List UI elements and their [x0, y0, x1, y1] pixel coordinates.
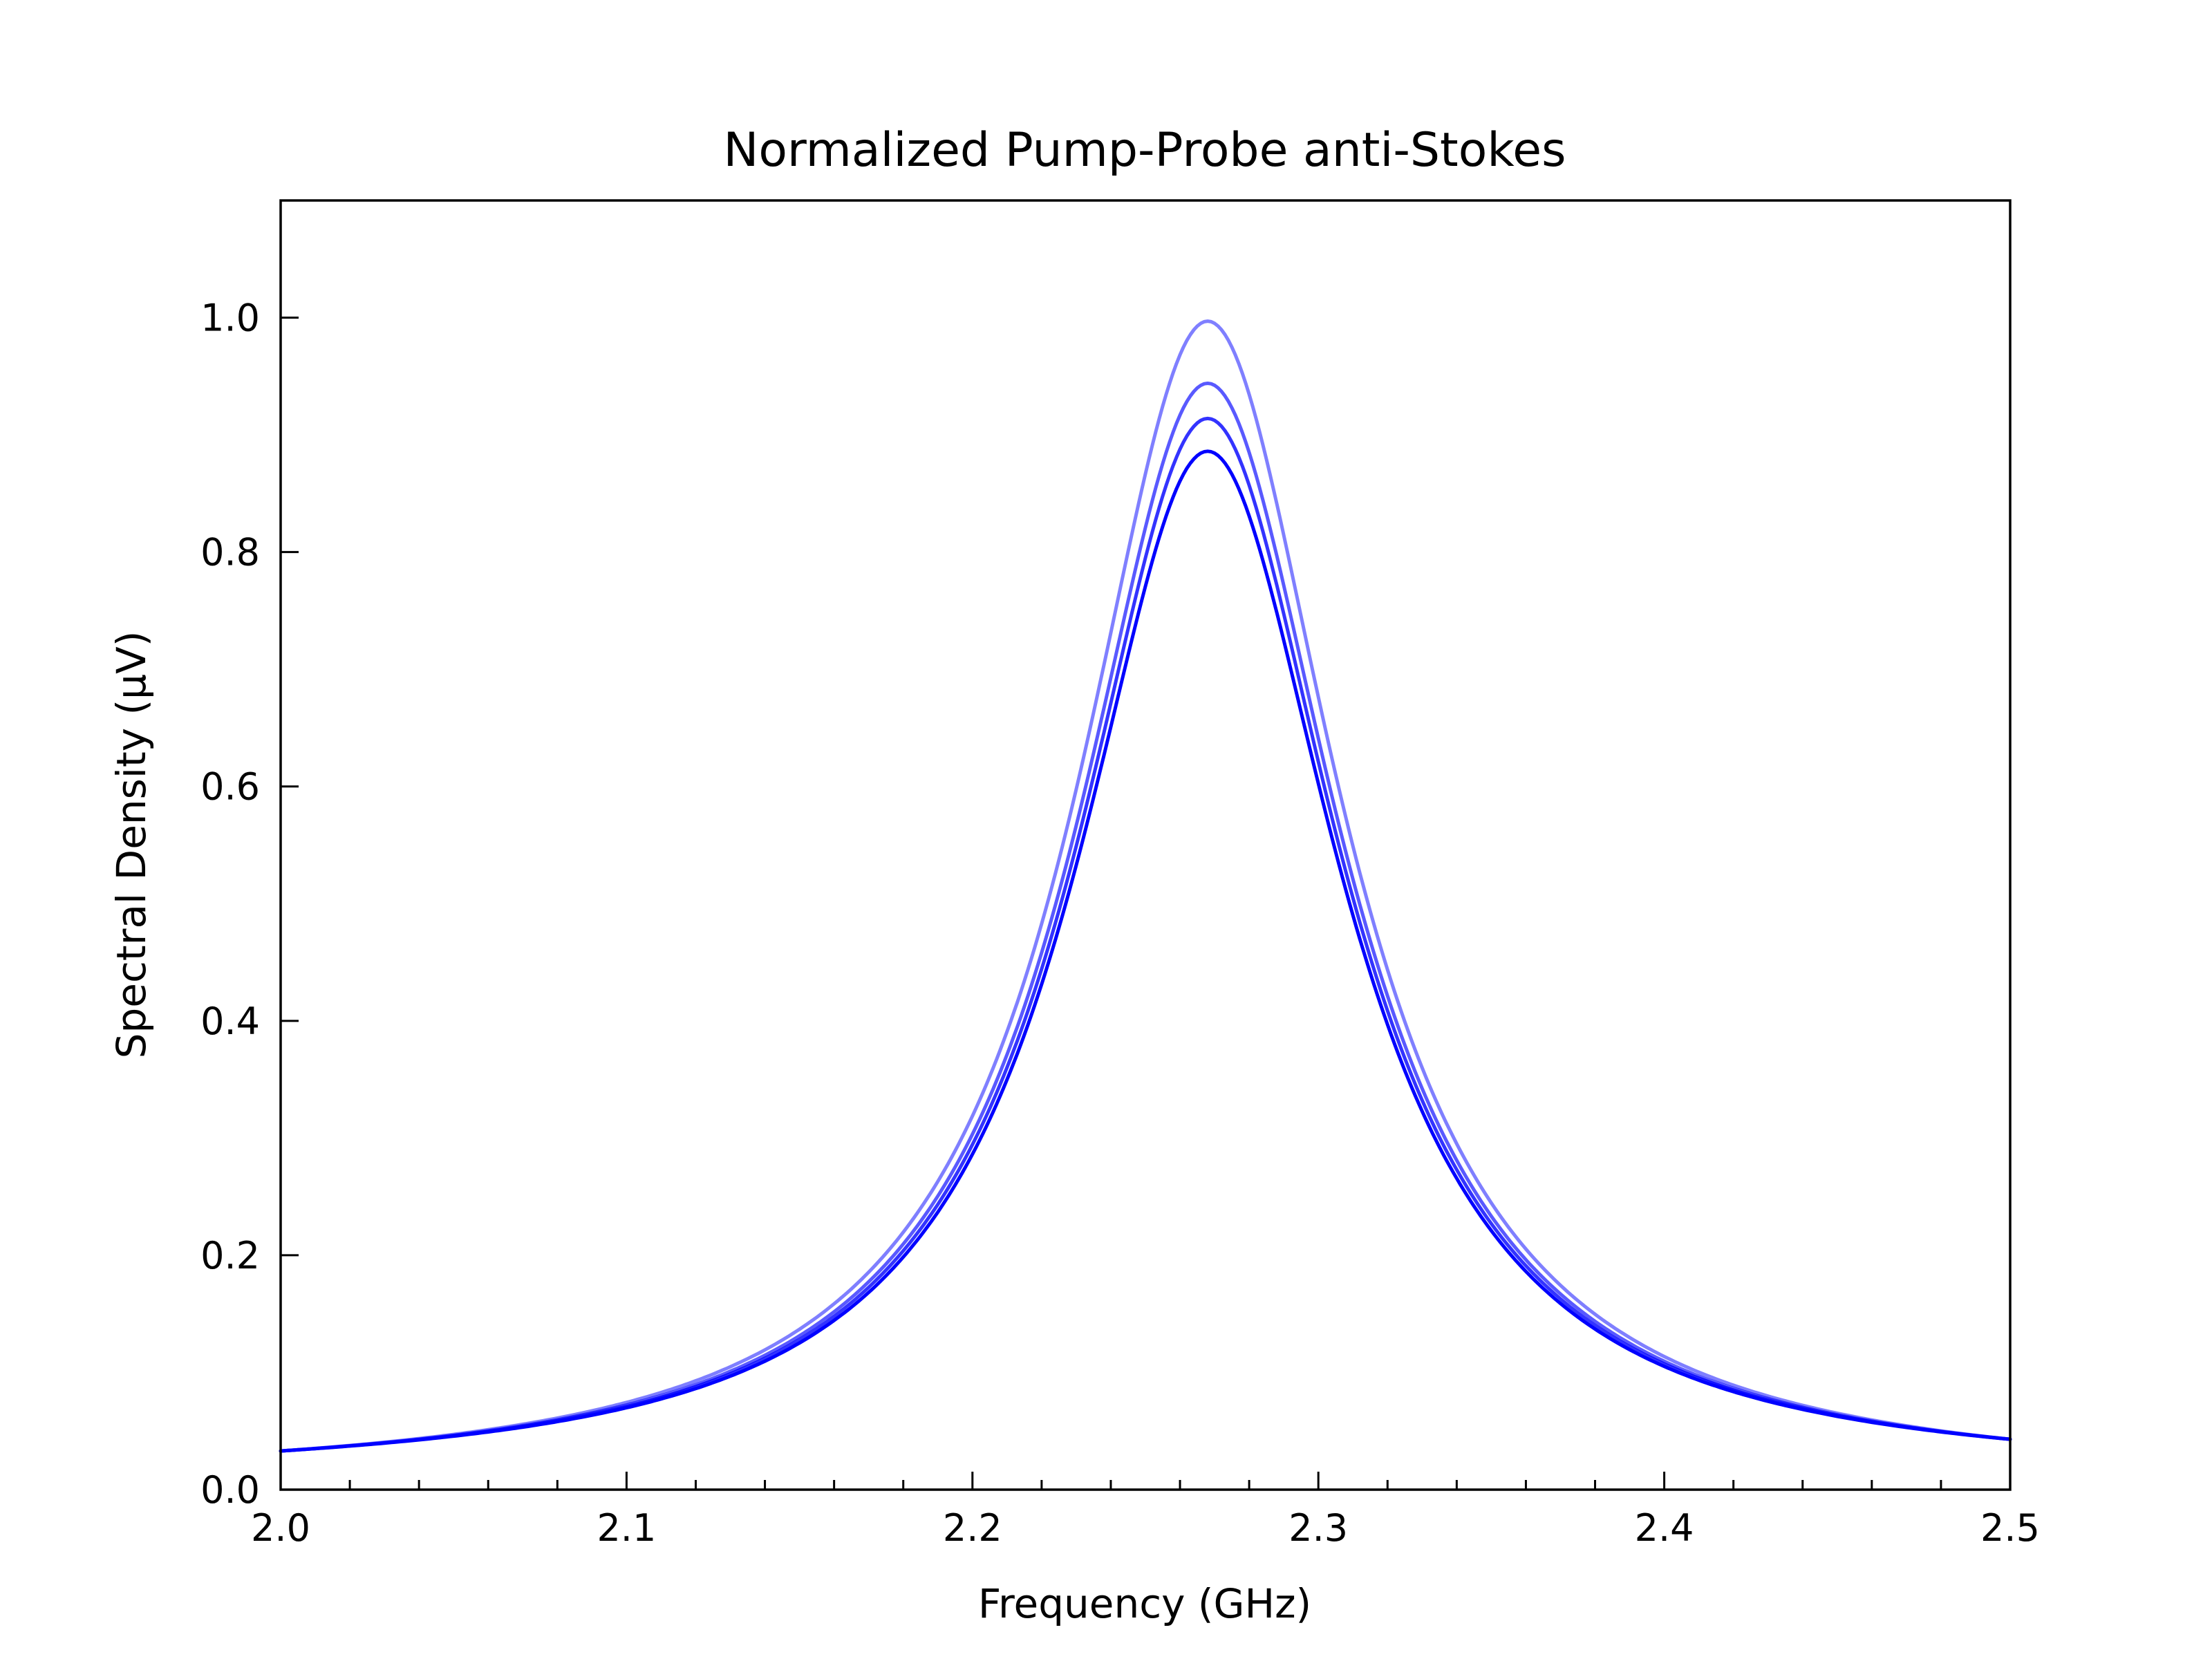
- plot-series: [279, 319, 2012, 1453]
- x-tick-label: 2.0: [251, 1506, 310, 1550]
- x-tick-label: 2.5: [1980, 1506, 2040, 1550]
- x-axis-label: Frequency (GHz): [978, 1580, 1311, 1627]
- chart-title: Normalized Pump-Probe anti-Stokes: [723, 123, 1566, 178]
- series-line-3: [279, 416, 2012, 1453]
- y-tick-label: 1.0: [200, 297, 260, 340]
- axis-ticks: 2.0 2.1 2.2 2.3 2.4 2.5 0.0 0.2 0.4 0.6 0.8 1.0: [200, 297, 2040, 1550]
- y-tick-label: 0.8: [200, 531, 260, 574]
- y-axis-label: Spectral Density (μV): [108, 631, 155, 1059]
- y-tick-label: 0.6: [200, 765, 260, 809]
- x-tick-label: 2.1: [597, 1506, 656, 1550]
- y-tick-label: 0.0: [200, 1468, 260, 1512]
- x-tick-label: 2.4: [1635, 1506, 1694, 1550]
- plot-frame: [279, 199, 2012, 1491]
- series-line-2: [279, 382, 2012, 1453]
- x-tick-label: 2.2: [943, 1506, 1002, 1550]
- y-tick-label: 0.4: [200, 1000, 260, 1043]
- series-line-1: [279, 319, 2012, 1453]
- y-tick-label: 0.2: [200, 1234, 260, 1277]
- series-line-4: [279, 449, 2012, 1453]
- x-tick-label: 2.3: [1288, 1506, 1348, 1550]
